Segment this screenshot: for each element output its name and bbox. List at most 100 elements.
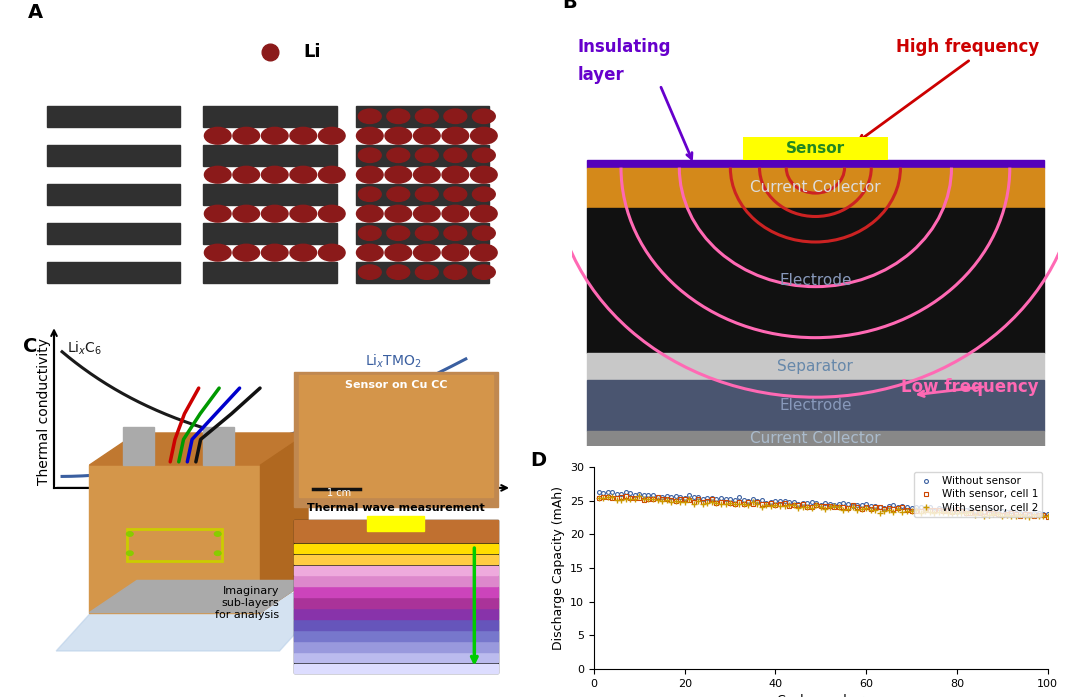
Text: Li: Li	[303, 43, 321, 61]
Circle shape	[204, 206, 231, 222]
With sensor, cell 2	[864, 506, 877, 514]
Without sensor	[683, 491, 696, 500]
Bar	[203, 184, 337, 205]
Circle shape	[384, 128, 411, 144]
Bar	[294, 653, 498, 662]
Bar	[298, 375, 494, 497]
With sensor, cell 1	[1023, 510, 1036, 519]
Circle shape	[289, 244, 316, 261]
Polygon shape	[90, 581, 308, 613]
With sensor, cell 1	[864, 505, 877, 513]
Bar	[588, 160, 1044, 167]
Without sensor	[1010, 509, 1023, 517]
Bar	[203, 106, 337, 127]
Circle shape	[126, 532, 133, 536]
With sensor, cell 2	[592, 493, 605, 502]
Bar	[46, 223, 179, 244]
Text: Current Collector: Current Collector	[751, 181, 880, 195]
Text: Electrode: Electrode	[779, 398, 852, 413]
Text: Thermal wave measurement: Thermal wave measurement	[307, 503, 485, 513]
Polygon shape	[90, 465, 260, 613]
Circle shape	[356, 167, 383, 183]
Text: Current Collector: Current Collector	[751, 431, 880, 446]
Circle shape	[442, 244, 469, 261]
With sensor, cell 1	[1041, 512, 1054, 521]
Bar	[46, 145, 179, 166]
Circle shape	[215, 551, 221, 556]
With sensor, cell 1	[683, 496, 696, 504]
Circle shape	[126, 551, 133, 556]
Bar	[294, 519, 498, 542]
Circle shape	[414, 128, 441, 144]
Bar	[355, 106, 488, 127]
Circle shape	[261, 244, 288, 261]
Text: Imaginary
sub-layers
for analysis: Imaginary sub-layers for analysis	[215, 586, 280, 620]
Bar	[294, 544, 498, 553]
Circle shape	[204, 128, 231, 144]
Bar	[203, 427, 234, 465]
Circle shape	[387, 265, 409, 279]
Bar	[294, 664, 498, 673]
Bar	[294, 576, 498, 585]
Bar	[355, 145, 488, 166]
Bar	[203, 261, 337, 283]
Without sensor	[1041, 510, 1054, 519]
Circle shape	[204, 244, 231, 261]
Bar	[127, 529, 222, 561]
Text: Sensor on Cu CC: Sensor on Cu CC	[345, 380, 447, 390]
Bar	[294, 631, 498, 641]
Circle shape	[384, 244, 411, 261]
With sensor, cell 2	[701, 499, 714, 507]
Circle shape	[233, 128, 259, 144]
Circle shape	[319, 128, 346, 144]
Bar	[294, 609, 498, 619]
Bar	[355, 261, 488, 283]
With sensor, cell 2	[1027, 511, 1040, 519]
Circle shape	[442, 206, 469, 222]
Without sensor	[701, 494, 714, 503]
Circle shape	[233, 206, 259, 222]
Polygon shape	[260, 433, 308, 613]
With sensor, cell 2	[1041, 512, 1054, 521]
Circle shape	[414, 244, 441, 261]
Circle shape	[444, 265, 467, 279]
Circle shape	[319, 167, 346, 183]
X-axis label: Lithium concentration: Lithium concentration	[193, 491, 347, 505]
Text: A: A	[28, 3, 43, 22]
Circle shape	[289, 167, 316, 183]
With sensor, cell 2	[828, 502, 841, 510]
Bar	[294, 620, 498, 629]
With sensor, cell 1	[619, 491, 632, 500]
Text: C: C	[23, 337, 38, 356]
Bar	[294, 599, 498, 608]
Bar	[588, 380, 1044, 431]
Circle shape	[442, 128, 469, 144]
Bar	[588, 353, 1044, 380]
Bar	[367, 516, 424, 531]
Circle shape	[471, 206, 497, 222]
Text: B: B	[563, 0, 578, 13]
Bar	[743, 137, 889, 160]
Bar	[355, 184, 488, 205]
Circle shape	[472, 109, 496, 123]
Polygon shape	[56, 593, 332, 651]
Circle shape	[359, 265, 381, 279]
Bar	[294, 565, 498, 575]
Circle shape	[472, 226, 496, 240]
Y-axis label: Discharge Capacity (mAh): Discharge Capacity (mAh)	[552, 486, 565, 650]
Circle shape	[261, 206, 288, 222]
Circle shape	[471, 244, 497, 261]
Circle shape	[384, 206, 411, 222]
Circle shape	[472, 265, 496, 279]
Line: With sensor, cell 2: With sensor, cell 2	[596, 493, 1051, 519]
Bar	[588, 431, 1044, 446]
With sensor, cell 1	[701, 496, 714, 505]
Circle shape	[444, 187, 467, 201]
Circle shape	[414, 206, 441, 222]
Without sensor	[592, 488, 605, 496]
Text: Electrode: Electrode	[779, 273, 852, 288]
Circle shape	[233, 244, 259, 261]
Circle shape	[416, 226, 438, 240]
Circle shape	[359, 187, 381, 201]
Circle shape	[444, 109, 467, 123]
